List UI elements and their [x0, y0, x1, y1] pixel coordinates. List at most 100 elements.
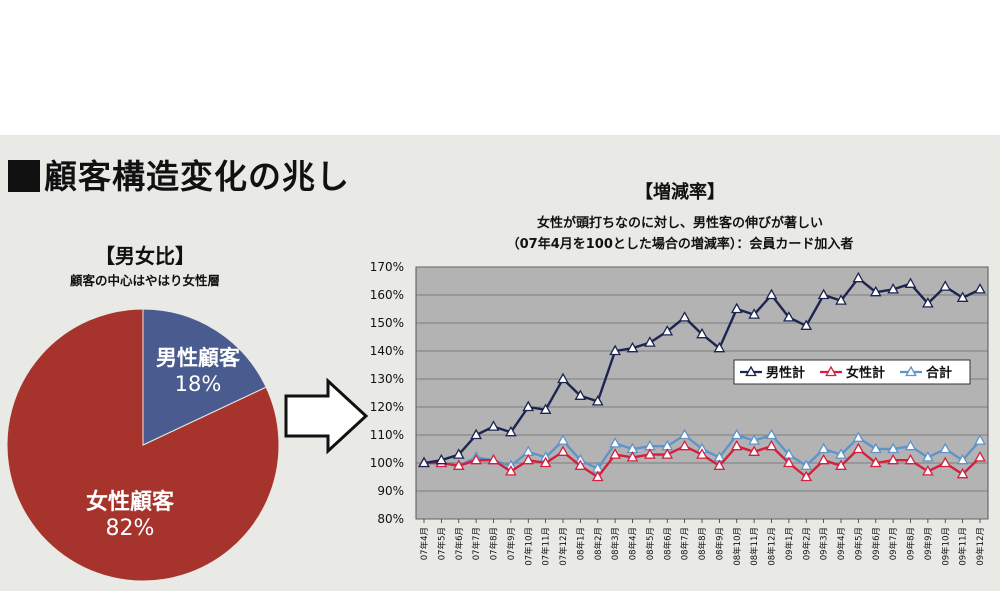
data-point-total	[869, 442, 882, 454]
data-point-female	[470, 453, 482, 465]
data-point-female	[852, 442, 865, 454]
x-tick-label: 07年9月	[506, 527, 517, 560]
data-point-total	[800, 459, 813, 470]
y-tick-label: 80%	[377, 512, 404, 526]
plot-area	[415, 266, 989, 520]
y-tick-label: 110%	[370, 428, 404, 442]
data-point-male	[939, 280, 952, 291]
x-tick-label: 09年1月	[784, 527, 795, 560]
data-point-female	[452, 459, 465, 470]
data-point-female	[835, 459, 847, 470]
pie-label-female: 女性顧客	[85, 490, 174, 515]
x-tick-label: 08年2月	[593, 527, 604, 560]
data-point-female	[557, 445, 569, 456]
data-point-male	[505, 425, 517, 437]
x-tick-label: 07年11月	[541, 527, 552, 566]
data-point-male	[800, 319, 813, 330]
data-point-male	[852, 271, 865, 283]
x-tick-label: 07年7月	[471, 527, 482, 560]
data-point-female	[730, 439, 743, 451]
x-tick-label: 09年5月	[853, 527, 864, 560]
data-point-female	[939, 456, 952, 468]
x-tick-label: 07年12月	[558, 527, 569, 566]
x-tick-label: 09年12月	[975, 527, 986, 566]
data-point-female	[505, 465, 517, 476]
data-point-female	[887, 453, 899, 465]
y-tick-label: 140%	[370, 344, 404, 358]
pie-value-male: 18%	[174, 372, 222, 396]
data-point-male	[591, 395, 604, 406]
x-tick-label: 09年6月	[871, 527, 882, 560]
data-point-male	[452, 448, 465, 459]
legend-marker	[745, 365, 757, 377]
data-point-male	[678, 311, 691, 322]
x-tick-label: 07年10月	[523, 527, 534, 566]
data-point-female	[661, 448, 674, 459]
data-point-male	[713, 341, 726, 353]
x-tick-label: 08年4月	[628, 527, 639, 560]
x-tick-label: 08年3月	[610, 527, 621, 560]
data-point-male	[696, 327, 708, 339]
main-title: 顧客構造変化の兆し	[8, 150, 350, 198]
data-point-female	[922, 465, 934, 476]
data-point-male	[557, 372, 569, 384]
data-point-female	[748, 445, 760, 456]
data-point-total	[748, 434, 760, 445]
data-point-total	[974, 434, 986, 445]
pie-slice-male	[142, 308, 267, 446]
x-tick-label: 09年11月	[958, 527, 969, 566]
x-tick-label: 08年10月	[732, 527, 743, 566]
data-point-female	[644, 448, 656, 459]
pie-value-female: 82%	[105, 516, 155, 541]
data-point-male	[470, 428, 482, 440]
data-point-male	[487, 420, 500, 431]
right-arrow-icon	[284, 378, 369, 454]
pie-title: 【男女比】	[95, 244, 195, 268]
data-point-female	[783, 456, 795, 468]
data-point-male	[887, 283, 899, 294]
data-point-female	[678, 439, 691, 451]
chart-title: 【増減率】	[635, 182, 725, 203]
data-point-male	[626, 341, 639, 353]
data-point-total	[922, 451, 934, 462]
data-point-female	[869, 456, 882, 468]
data-point-female	[522, 453, 535, 465]
gender-pie-chart	[6, 308, 280, 582]
data-point-female	[626, 451, 639, 462]
data-point-female	[591, 470, 604, 482]
data-point-female	[904, 453, 917, 465]
data-point-female	[817, 453, 830, 465]
pie-label-male: 男性顧客	[156, 346, 240, 370]
y-tick-label: 120%	[370, 400, 404, 414]
data-point-male	[904, 277, 917, 288]
x-tick-label: 09年7月	[888, 527, 899, 560]
legend-marker	[905, 365, 917, 377]
data-point-male	[661, 325, 674, 336]
chart-subtitle-2: （07年4月を100とした場合の増減率）：会員カード加入者	[506, 237, 854, 252]
data-point-male	[435, 453, 448, 465]
x-tick-label: 08年11月	[749, 527, 760, 566]
data-point-female	[487, 453, 500, 465]
legend-label: 男性計	[766, 365, 805, 381]
x-tick-label: 09年2月	[801, 527, 812, 560]
data-point-male	[974, 283, 986, 294]
legend-label: 合計	[926, 365, 952, 381]
data-point-male	[835, 294, 847, 305]
data-point-male	[765, 288, 778, 300]
data-point-male	[783, 311, 795, 322]
data-point-male	[730, 302, 743, 314]
legend-box	[733, 359, 971, 385]
y-tick-label: 130%	[370, 372, 404, 386]
data-point-female	[539, 456, 552, 468]
square-bullet-icon	[8, 160, 40, 192]
y-tick-label: 160%	[370, 288, 404, 302]
data-point-female	[800, 470, 813, 482]
x-tick-label: 08年7月	[680, 527, 691, 560]
data-point-female	[696, 448, 708, 459]
legend-marker	[825, 365, 837, 377]
x-tick-label: 07年5月	[436, 527, 447, 560]
data-point-female	[956, 467, 969, 479]
x-tick-label: 08年9月	[714, 527, 725, 560]
x-tick-label: 08年1月	[575, 527, 586, 560]
